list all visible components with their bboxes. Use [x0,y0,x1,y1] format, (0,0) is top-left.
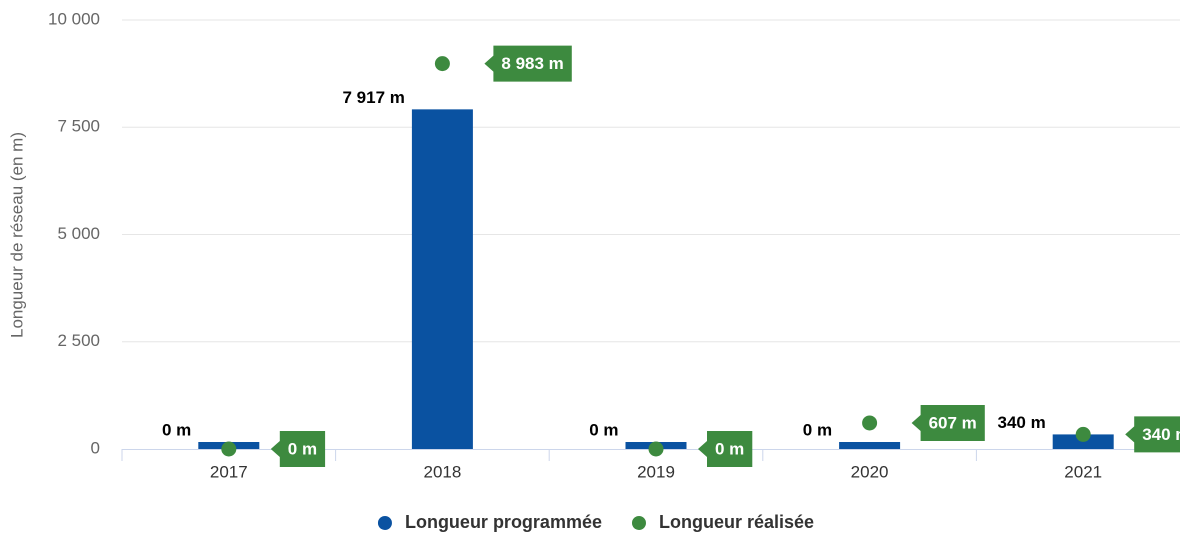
point-label-box [698,431,753,467]
y-tick-label: 0 [91,438,100,457]
point-label: 8 983 m [484,45,572,82]
bar [839,442,901,449]
y-tick-label: 5 000 [57,224,100,243]
bar [411,109,473,449]
legend-marker [631,516,646,530]
point-label: 0 m [698,431,753,467]
x-tick-label: 2021 [1064,462,1102,481]
y-tick-label: 10 000 [48,9,100,28]
legend: Longueur programmée Longueur réalisée [377,512,814,532]
point [434,56,450,72]
point-label-text: 8 983 m [501,54,563,73]
y-axis-label: Longueur de réseau (en m) [7,132,26,338]
x-tick-label: 2019 [637,462,675,481]
x-tick-label: 2018 [423,462,461,481]
y-tick-label: 2 500 [57,331,100,350]
legend-label: Longueur réalisée [659,512,814,532]
x-tick-label: 2017 [210,462,248,481]
x-tick-label: 2020 [851,462,889,481]
point [1075,426,1091,442]
point-label: 0 m [270,431,326,467]
point [862,415,878,431]
legend-marker [377,516,392,530]
point-label-text: 0 m [715,439,744,458]
point-label-box [270,431,326,467]
point-label-text: 607 m [929,413,977,432]
point-label: 340 m [1125,416,1180,453]
point-label-box [1125,416,1180,453]
bar-value-label: 0 m [803,420,832,439]
y-tick-label: 7 500 [57,117,100,136]
bar-value-label: 0 m [589,420,618,439]
point-label-box [911,404,985,441]
bar-value-label: 340 m [997,413,1045,432]
point-label-text: 0 m [288,439,317,458]
point-label-text: 340 m [1142,425,1180,444]
legend-label: Longueur programmée [405,512,602,532]
bar-value-label: 7 917 m [343,88,405,107]
point [221,441,237,457]
point-label-box [484,45,572,82]
bar-value-label: 0 m [162,420,191,439]
point-label: 607 m [911,404,985,441]
point [648,441,664,457]
